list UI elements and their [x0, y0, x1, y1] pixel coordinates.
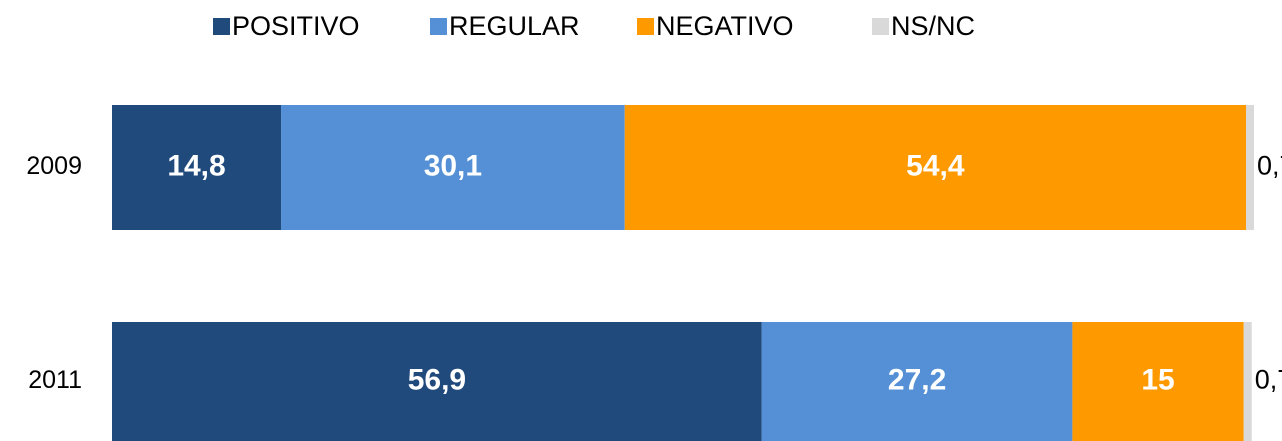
bar-segment: [112, 322, 762, 441]
data-label: 54,4: [906, 149, 965, 182]
data-label: 14,8: [167, 149, 225, 182]
data-label: 56,9: [408, 363, 466, 396]
bar-segment: [624, 105, 1247, 230]
data-label: 0,7: [1255, 365, 1282, 395]
bar-segment: [1072, 322, 1244, 441]
legend-swatch: [213, 18, 230, 35]
legend-swatch: [430, 18, 447, 35]
legend-swatch: [637, 18, 654, 35]
data-label: 27,2: [888, 363, 946, 396]
data-label: 30,1: [424, 149, 482, 182]
data-label: 0,7: [1257, 151, 1282, 181]
y-tick-label: 2011: [28, 366, 82, 394]
y-tick-label: 2009: [26, 152, 82, 180]
legend-label: REGULAR: [449, 11, 580, 41]
bar-segment: [281, 105, 625, 230]
bar-segment: [112, 105, 282, 230]
legend-label: NS/NC: [891, 11, 975, 41]
bar-segment: [1246, 105, 1254, 230]
bar-segment: [1243, 322, 1252, 441]
data-label: 15: [1141, 363, 1174, 396]
legend-swatch: [872, 18, 889, 35]
legend-label: NEGATIVO: [656, 11, 794, 41]
legend-label: POSITIVO: [232, 11, 360, 41]
bar-segment: [761, 322, 1073, 441]
